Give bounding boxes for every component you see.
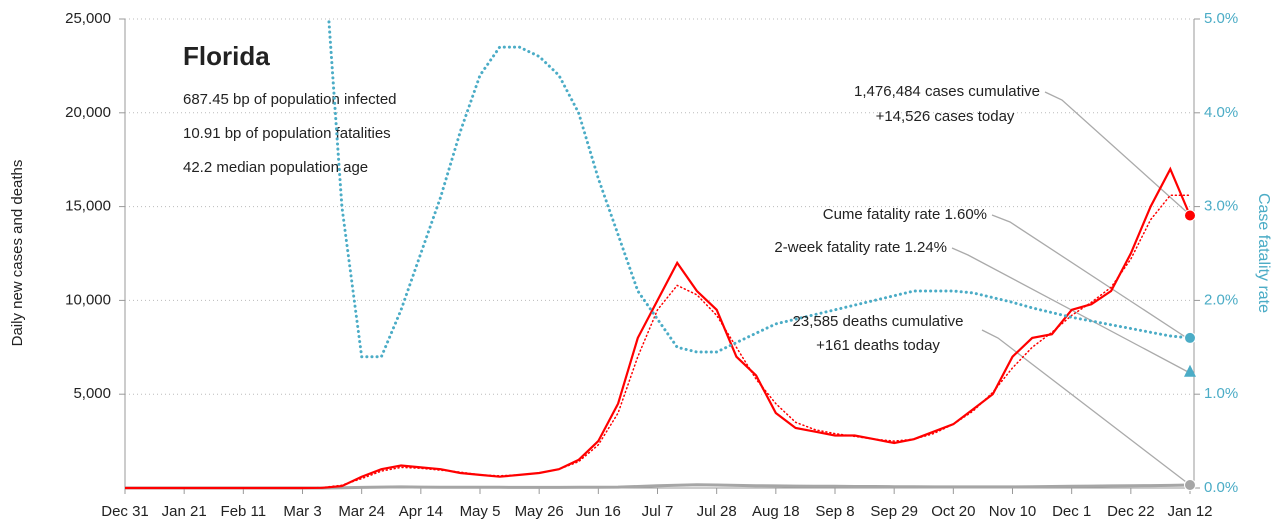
callout: +14,526 cases today — [876, 108, 1015, 125]
plot-area — [125, 19, 1192, 490]
x-tick-label: May 26 — [515, 503, 564, 520]
x-tick-label: Nov 10 — [989, 503, 1037, 520]
y2-axis-label: Case fatality rate — [1255, 193, 1272, 313]
y-tick-label: 20,000 — [65, 104, 111, 121]
callout: Cume fatality rate 1.60% — [823, 206, 987, 223]
x-tick-label: Mar 3 — [283, 503, 321, 520]
x-tick-label: Jan 12 — [1167, 503, 1212, 520]
x-tick-label: Dec 22 — [1107, 503, 1155, 520]
note: 10.91 bp of population fatalities — [183, 125, 391, 142]
callout: 2-week fatality rate 1.24% — [774, 239, 947, 256]
x-tick-label: Jun 16 — [576, 503, 621, 520]
chart-title: Florida — [183, 41, 270, 71]
y2-tick-label: 1.0% — [1204, 385, 1238, 402]
x-tick-label: Mar 24 — [338, 503, 385, 520]
x-tick-label: Jan 21 — [162, 503, 207, 520]
marker-triangle — [1184, 364, 1196, 377]
y-tick-label: 15,000 — [65, 198, 111, 215]
y2-tick-label: 2.0% — [1204, 291, 1238, 308]
callout: 1,476,484 cases cumulative — [854, 83, 1040, 100]
y-tick-label: 5,000 — [73, 385, 111, 402]
y-tick-label: 10,000 — [65, 291, 111, 308]
x-tick-label: Sep 8 — [815, 503, 854, 520]
x-tick-label: Jul 28 — [697, 503, 737, 520]
y2-tick-label: 4.0% — [1204, 104, 1238, 121]
x-tick-label: Aug 18 — [752, 503, 800, 520]
x-tick-label: Oct 20 — [931, 503, 975, 520]
y-axis-label: Daily new cases and deaths — [9, 160, 26, 347]
y-tick-label: 25,000 — [65, 10, 111, 27]
x-tick-label: Jul 7 — [642, 503, 674, 520]
callout: +161 deaths today — [816, 337, 940, 354]
x-tick-label: Apr 14 — [399, 503, 443, 520]
y2-tick-label: 5.0% — [1204, 10, 1238, 27]
note: 687.45 bp of population infected — [183, 91, 397, 108]
series-line — [125, 166, 1192, 490]
leader-line — [1044, 91, 1191, 216]
y2-tick-label: 0.0% — [1204, 479, 1238, 496]
series-line — [125, 194, 1191, 489]
x-tick-label: Sep 29 — [870, 503, 918, 520]
end-marker — [1184, 478, 1196, 491]
series-line — [327, 19, 1192, 359]
leader-line — [991, 214, 1191, 341]
leader-line — [951, 247, 1191, 374]
x-tick-label: Dec 1 — [1052, 503, 1091, 520]
x-tick-label: May 5 — [460, 503, 501, 520]
leader-line — [981, 329, 1191, 486]
x-tick-label: Dec 31 — [101, 503, 149, 520]
end-marker — [1184, 331, 1196, 344]
end-marker — [1184, 209, 1196, 222]
x-tick-label: Feb 11 — [221, 503, 267, 520]
note: 42.2 median population age — [183, 159, 368, 176]
callout: 23,585 deaths cumulative — [793, 313, 964, 330]
y2-tick-label: 3.0% — [1204, 198, 1238, 215]
